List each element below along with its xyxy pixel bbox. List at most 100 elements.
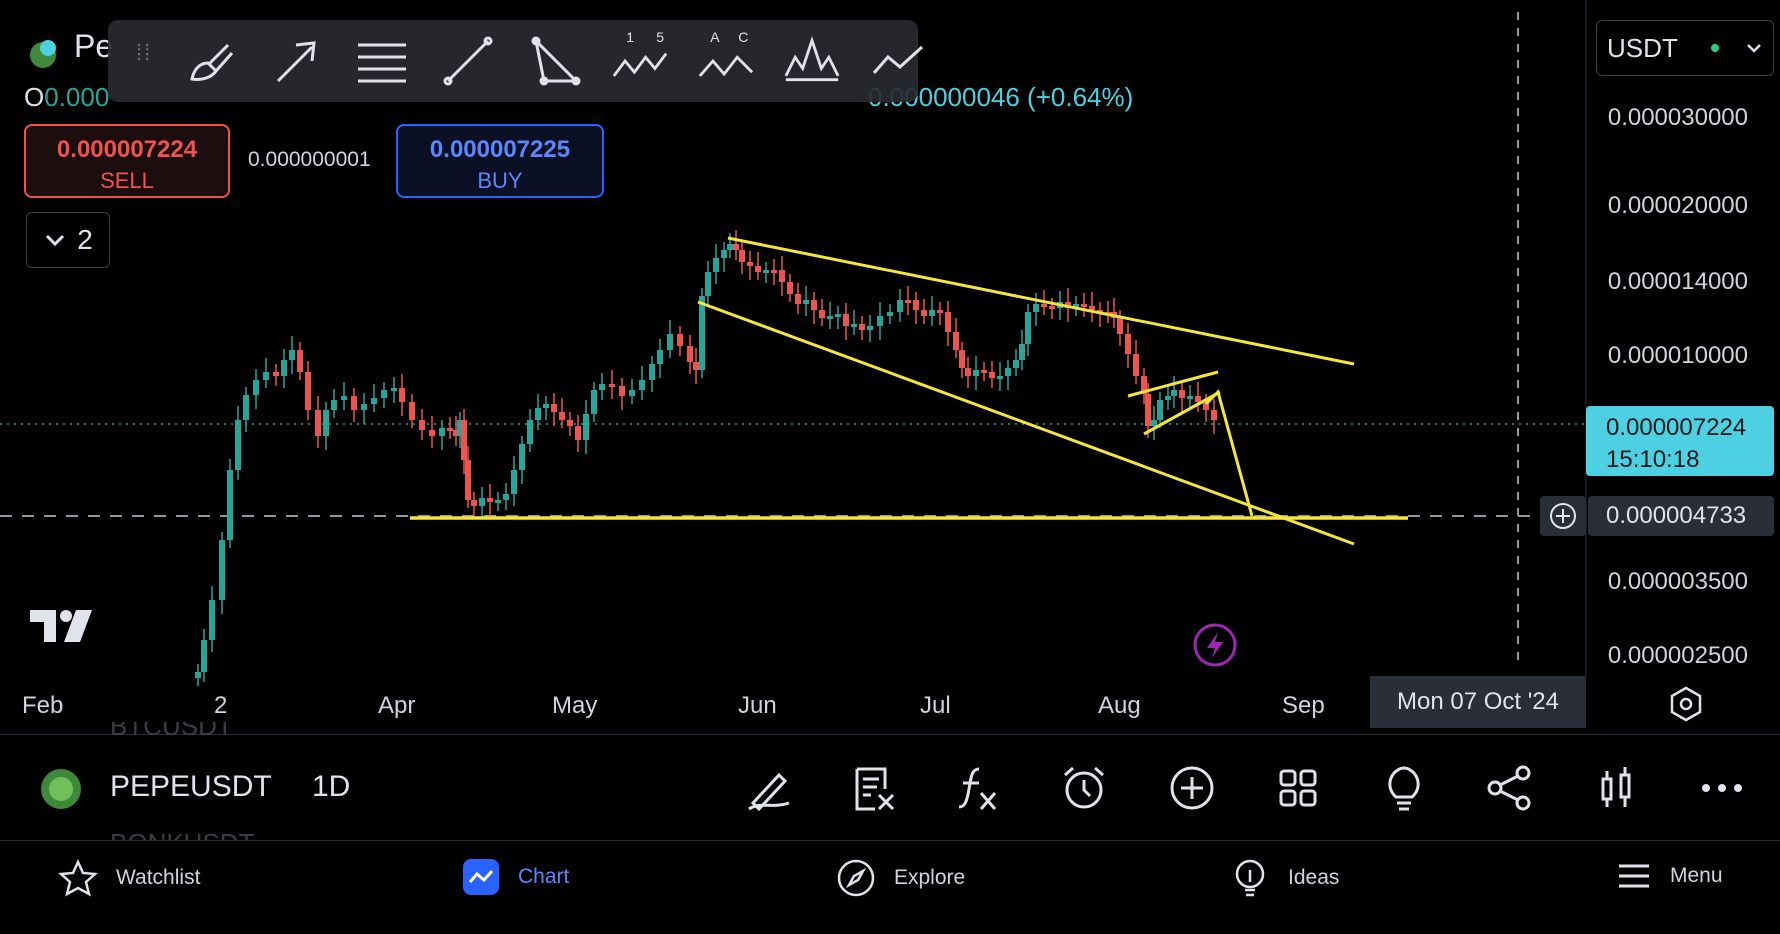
nav-watchlist[interactable]: Watchlist [58, 858, 200, 898]
drawing-toolbar: ⁞⁞ 1 5 A C [108, 20, 924, 102]
remove-drawings-icon[interactable] [846, 760, 902, 816]
candle [859, 324, 865, 330]
candle [705, 272, 711, 296]
candle [887, 312, 893, 316]
chevron-down-icon [46, 234, 65, 247]
candle [1117, 318, 1123, 334]
indicators-toggle[interactable]: 2 [26, 212, 110, 268]
flag-lower-line [1143, 390, 1221, 436]
sell-button[interactable]: 0.000007224 SELL [24, 124, 230, 198]
candle [315, 410, 321, 436]
candle [341, 396, 347, 400]
candle [953, 332, 959, 350]
crosshair-date-tag: Mon 07 Oct '24 [1370, 676, 1586, 728]
lightning-icon[interactable] [1192, 622, 1238, 668]
flag-upper-line [1127, 370, 1219, 398]
nav-ideas[interactable]: Ideas [1230, 858, 1339, 898]
candle [487, 498, 493, 502]
price-label: 0.000030000 [1607, 104, 1748, 131]
candle [519, 444, 525, 470]
ohlc-prefix: O [24, 82, 45, 112]
add-alert-button[interactable] [1540, 496, 1586, 536]
drag-handle-icon[interactable]: ⁞⁞ [136, 40, 153, 65]
nav-menu[interactable]: Menu [1616, 858, 1723, 894]
add-icon[interactable] [1164, 760, 1220, 816]
candle [763, 270, 769, 273]
symbol-logo [26, 36, 60, 70]
nav-label: Explore [894, 866, 966, 889]
candle [331, 400, 337, 410]
status-dot-icon [1711, 44, 1719, 52]
nav-label: Menu [1670, 864, 1723, 887]
candle [227, 470, 233, 540]
candle [867, 326, 873, 330]
candle [795, 294, 801, 304]
brush-icon[interactable] [182, 33, 238, 89]
candle [1211, 410, 1217, 420]
candle [1187, 396, 1193, 399]
currency-select[interactable]: USDT [1596, 20, 1774, 76]
candle [713, 258, 719, 272]
trend-line-icon[interactable] [440, 33, 496, 89]
currency-value: USDT [1607, 32, 1678, 63]
alarm-icon[interactable] [1056, 760, 1112, 816]
spread-value: 0.000000001 [248, 148, 371, 171]
nav-explore[interactable]: Explore [836, 858, 965, 898]
candle [981, 370, 987, 373]
candles-icon[interactable] [1588, 760, 1644, 816]
symbol-name[interactable]: PEPEUSDT [110, 770, 272, 803]
candle [209, 600, 215, 640]
next-symbol[interactable]: BONKUSDT [110, 826, 254, 840]
divider [0, 734, 1780, 735]
lightbulb-icon[interactable] [1376, 760, 1432, 816]
candle [243, 395, 249, 420]
abc-pattern-icon[interactable]: A C [698, 29, 754, 89]
elliott-wave-icon[interactable]: 1 5 [612, 29, 668, 89]
hamburger-icon [1619, 864, 1649, 888]
candle [465, 460, 471, 500]
candle [965, 368, 971, 376]
more-icon[interactable] [1694, 760, 1750, 816]
buy-button[interactable]: 0.000007225 BUY [396, 124, 604, 198]
candle [297, 350, 303, 372]
candle [503, 494, 509, 500]
candle [1013, 360, 1019, 368]
compass-icon [837, 859, 875, 897]
layout-grid-icon[interactable] [1270, 760, 1326, 816]
wave-label-end: 5 [656, 29, 665, 45]
buy-label: BUY [477, 168, 523, 193]
chart-settings-icon[interactable] [1666, 684, 1706, 724]
interval-value[interactable]: 1D [312, 770, 351, 803]
candle [195, 672, 201, 678]
triangle-pattern-icon[interactable] [526, 33, 582, 89]
polyline-icon[interactable] [870, 33, 926, 89]
prev-symbol[interactable]: BTCUSDT [110, 722, 233, 741]
candle [921, 310, 927, 316]
candle [559, 412, 565, 420]
horizontal-lines-icon[interactable] [354, 33, 410, 89]
indicators-icon[interactable] [950, 760, 1006, 816]
candle [305, 372, 311, 410]
time-label: Jun [738, 692, 777, 719]
pen-icon[interactable] [740, 760, 796, 816]
candle [575, 426, 581, 440]
candle [897, 300, 903, 312]
candle [471, 500, 477, 506]
symbol-title[interactable]: Pe [74, 28, 114, 64]
sell-price: 0.000007224 [56, 136, 198, 163]
candle [511, 470, 517, 494]
candle [1141, 376, 1147, 394]
candle [273, 372, 279, 376]
nav-chart[interactable]: Chart [462, 858, 569, 896]
candle [699, 296, 705, 370]
candle [739, 250, 745, 262]
candle [453, 430, 459, 436]
candle [629, 390, 635, 396]
candle [1171, 390, 1177, 396]
head-shoulders-icon[interactable] [784, 33, 840, 89]
candle [1019, 344, 1025, 360]
share-icon[interactable] [1482, 760, 1538, 816]
arrow-icon[interactable] [268, 33, 324, 89]
time-label: Feb [22, 692, 64, 719]
